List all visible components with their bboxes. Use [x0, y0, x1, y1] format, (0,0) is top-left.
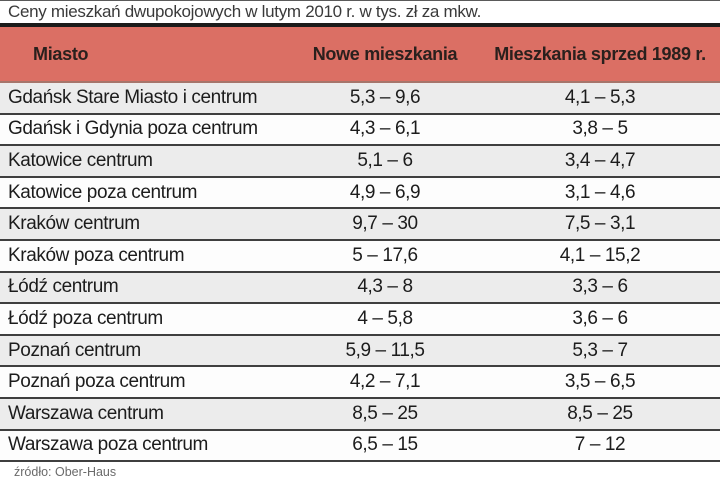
- old-price-cell: 5,3 – 7: [572, 339, 628, 361]
- table-row: Poznań centrum 5,9 – 11,5 5,3 – 7: [0, 335, 720, 368]
- table-row: Kraków centrum 9,7 – 30 7,5 – 3,1: [0, 209, 720, 241]
- old-price-cell: 3,6 – 6: [572, 307, 628, 329]
- city-cell: Kraków centrum: [8, 213, 140, 235]
- city-cell: Gdańsk i Gdynia poza centrum: [8, 118, 258, 140]
- city-cell: Poznań centrum: [8, 339, 141, 361]
- new-price-cell: 5,3 – 9,6: [349, 86, 421, 108]
- table-row: Łódź centrum 4,3 – 8 3,3 – 6: [0, 272, 720, 305]
- table-row: Warszawa poza centrum 6,5 – 15 7 – 12: [0, 430, 720, 463]
- table-header-row: Miasto Nowe mieszkania Mieszkania sprzed…: [0, 27, 720, 83]
- new-price-cell: 4,3 – 8: [357, 276, 413, 298]
- new-price-cell: 5 – 17,6: [352, 244, 418, 266]
- city-cell: Łódź poza centrum: [8, 307, 163, 329]
- new-price-cell: 5,1 – 6: [357, 149, 413, 171]
- table-row: Katowice centrum 5,1 – 6 3,4 – 4,7: [0, 146, 720, 178]
- table-row: Warszawa centrum 8,5 – 25 8,5 – 25: [0, 398, 720, 431]
- table-row: Katowice poza centrum 4,9 – 6,9 3,1 – 4,…: [0, 177, 720, 210]
- old-price-cell: 3,5 – 6,5: [564, 371, 636, 393]
- title-divider: [0, 23, 720, 27]
- new-price-cell: 6,5 – 15: [352, 434, 418, 456]
- city-cell: Łódź centrum: [8, 276, 119, 298]
- new-price-cell: 9,7 – 30: [352, 213, 418, 235]
- table-row: Poznań poza centrum 4,2 – 7,1 3,5 – 6,5: [0, 367, 720, 399]
- new-price-cell: 4,2 – 7,1: [349, 371, 421, 393]
- header-new-apartments: Nowe mieszkania: [312, 43, 458, 64]
- header-pre1989-apartments: Mieszkania sprzed 1989 r.: [494, 43, 706, 64]
- old-price-cell: 3,3 – 6: [572, 276, 628, 298]
- city-cell: Kraków poza centrum: [8, 244, 185, 266]
- old-price-cell: 4,1 – 5,3: [564, 86, 636, 108]
- new-price-cell: 5,9 – 11,5: [345, 339, 425, 361]
- table-row: Gdańsk i Gdynia poza centrum 4,3 – 6,1 3…: [0, 114, 720, 147]
- new-price-cell: 8,5 – 25: [352, 402, 418, 424]
- table-row: Gdańsk Stare Miasto i centrum 5,3 – 9,6 …: [0, 83, 720, 115]
- new-price-cell: 4 – 5,8: [357, 307, 413, 329]
- old-price-cell: 3,8 – 5: [572, 118, 628, 140]
- new-price-cell: 4,3 – 6,1: [349, 118, 421, 140]
- page-title: Ceny mieszkań dwupokojowych w lutym 2010…: [0, 0, 720, 23]
- old-price-cell: 7,5 – 3,1: [564, 213, 636, 235]
- new-price-cell: 4,9 – 6,9: [349, 181, 421, 203]
- city-cell: Warszawa centrum: [8, 402, 164, 424]
- city-cell: Gdańsk Stare Miasto i centrum: [8, 86, 258, 108]
- source-credit: źródło: Ober-Haus: [14, 465, 117, 480]
- old-price-cell: 7 – 12: [574, 434, 626, 456]
- city-cell: Poznań poza centrum: [8, 371, 186, 393]
- city-cell: Katowice centrum: [8, 149, 153, 171]
- table-row: Łódź poza centrum 4 – 5,8 3,6 – 6: [0, 304, 720, 336]
- city-cell: Warszawa poza centrum: [8, 434, 208, 456]
- old-price-cell: 3,1 – 4,6: [564, 181, 636, 203]
- old-price-cell: 3,4 – 4,7: [564, 149, 636, 171]
- header-city: Miasto: [33, 43, 89, 64]
- old-price-cell: 8,5 – 25: [567, 402, 633, 424]
- old-price-cell: 4,1 – 15,2: [559, 244, 641, 266]
- table-row: Kraków poza centrum 5 – 17,6 4,1 – 15,2: [0, 240, 720, 273]
- city-cell: Katowice poza centrum: [8, 181, 198, 203]
